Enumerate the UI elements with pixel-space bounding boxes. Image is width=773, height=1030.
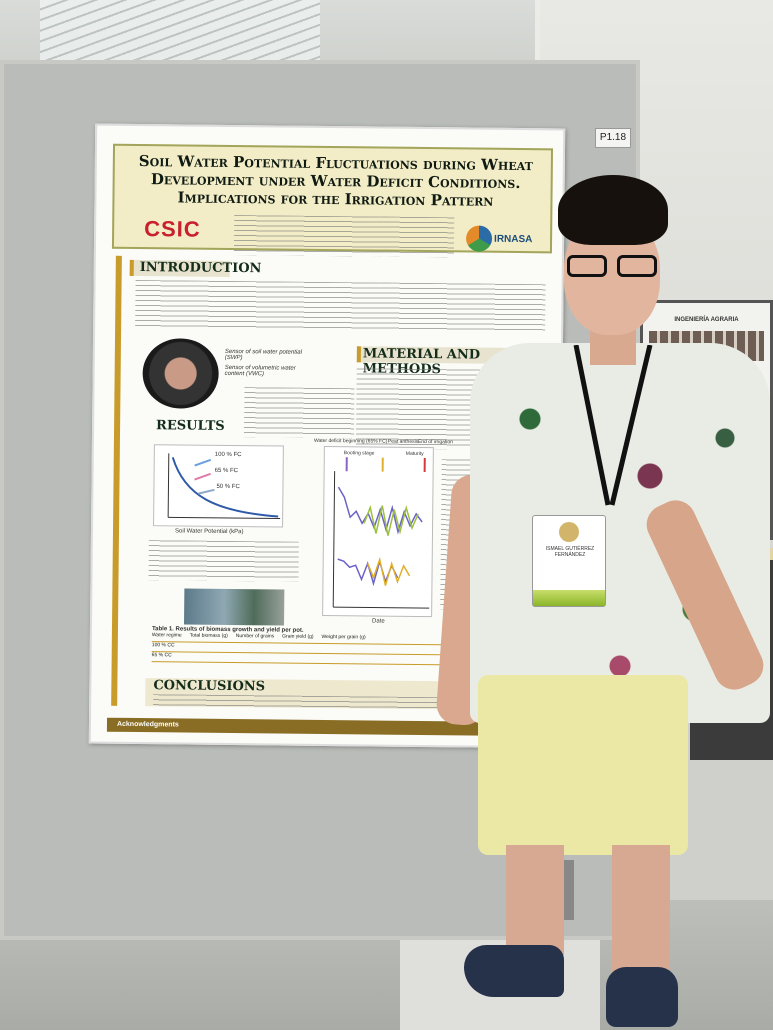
fc65-marker [194,472,211,481]
badge-name: ISMAEL GUTIÉRREZ FERNÁNDEZ [545,546,595,558]
table-header-cell: Weight per grain (g) [321,633,366,641]
x-axis [333,606,430,609]
badge-logo-icon [559,522,579,542]
sensor-vwc-label: Sensor of volumetric water content (VWC) [224,364,296,378]
poster-gold-rule [111,255,122,706]
annotation-booting: Booting stage [343,450,375,457]
chart-right-xlabel: Date [372,618,385,625]
chart-left-xlabel: Soil Water Potential (kPa) [174,528,244,536]
fc100-marker [194,458,212,467]
series-bottom-yellow [366,556,411,586]
table-cell: 100 % CC [151,642,175,649]
lanyard [573,345,653,506]
glasses-icon [565,255,661,279]
presenter: ISMAEL GUTIÉRREZ FERNÁNDEZ [435,175,773,1030]
chart-soil-potential-svg [332,457,430,609]
side-poster-header: INGENIERÍA AGRARIA [674,317,739,323]
poster-authors [233,215,455,258]
board-tag: P1.18 [595,128,631,148]
left-leg [506,845,564,955]
research-poster: Soil Water Potential Fluctuations during… [88,123,566,749]
table-header-cell: Number of grains [235,633,275,640]
yellow-shorts [478,675,688,855]
lens-left [567,255,607,277]
annotation-anthesis: Peat anthesis [387,438,419,445]
chart-water-content: 100 % FC 65 % FC 50 % FC [153,444,284,528]
figure2-caption [148,540,299,582]
badge-grass [533,590,605,606]
series-top-green [363,504,419,536]
hair [558,175,668,245]
fc50-marker [198,488,215,495]
series-bottom-violet [337,558,399,587]
retention-curve [171,457,279,518]
annotation-maturity: Maturity [405,450,424,458]
sensor-swp-label: Sensor of soil water potential (SWP) [224,348,302,362]
results-heading: RESULTS [156,418,225,434]
right-leg [612,845,670,975]
greenhouse-photo [184,588,285,626]
lens-right [617,255,657,277]
annotation-deficit: Water deficit beginning (65% FC) [313,437,388,445]
y-axis [167,453,170,518]
results-table: Table 1. Results of biomass growth and y… [151,626,452,669]
skylight [40,0,320,60]
name-badge: ISMAEL GUTIÉRREZ FERNÁNDEZ [532,515,606,607]
label-50fc: 50 % FC [216,483,240,491]
table-header-cell: Grain yield (g) [282,633,314,640]
chart-soil-potential [322,445,434,618]
left-shoe [464,945,564,997]
y-axis [332,471,336,608]
table-row: 65 % CC [151,652,452,666]
sensor-photo [142,338,220,409]
series-top-violet [337,486,423,535]
x-axis [168,516,281,520]
label-65fc: 65 % FC [214,467,239,475]
conclusions-heading: CONCLUSIONS [153,678,266,695]
table-cell: 65 % CC [151,652,172,659]
csic-logo: CSIC [144,216,201,242]
lanyard-strap [573,345,653,506]
table-header-cell: Total biomass (g) [189,632,228,639]
figure1-caption [243,387,355,439]
chart-water-content-svg [167,453,281,520]
table-header-cell: Water regime [151,632,182,639]
label-100fc: 100 % FC [214,451,242,459]
intro-heading: INTRODUCTION [139,260,262,277]
right-shoe [606,967,678,1027]
